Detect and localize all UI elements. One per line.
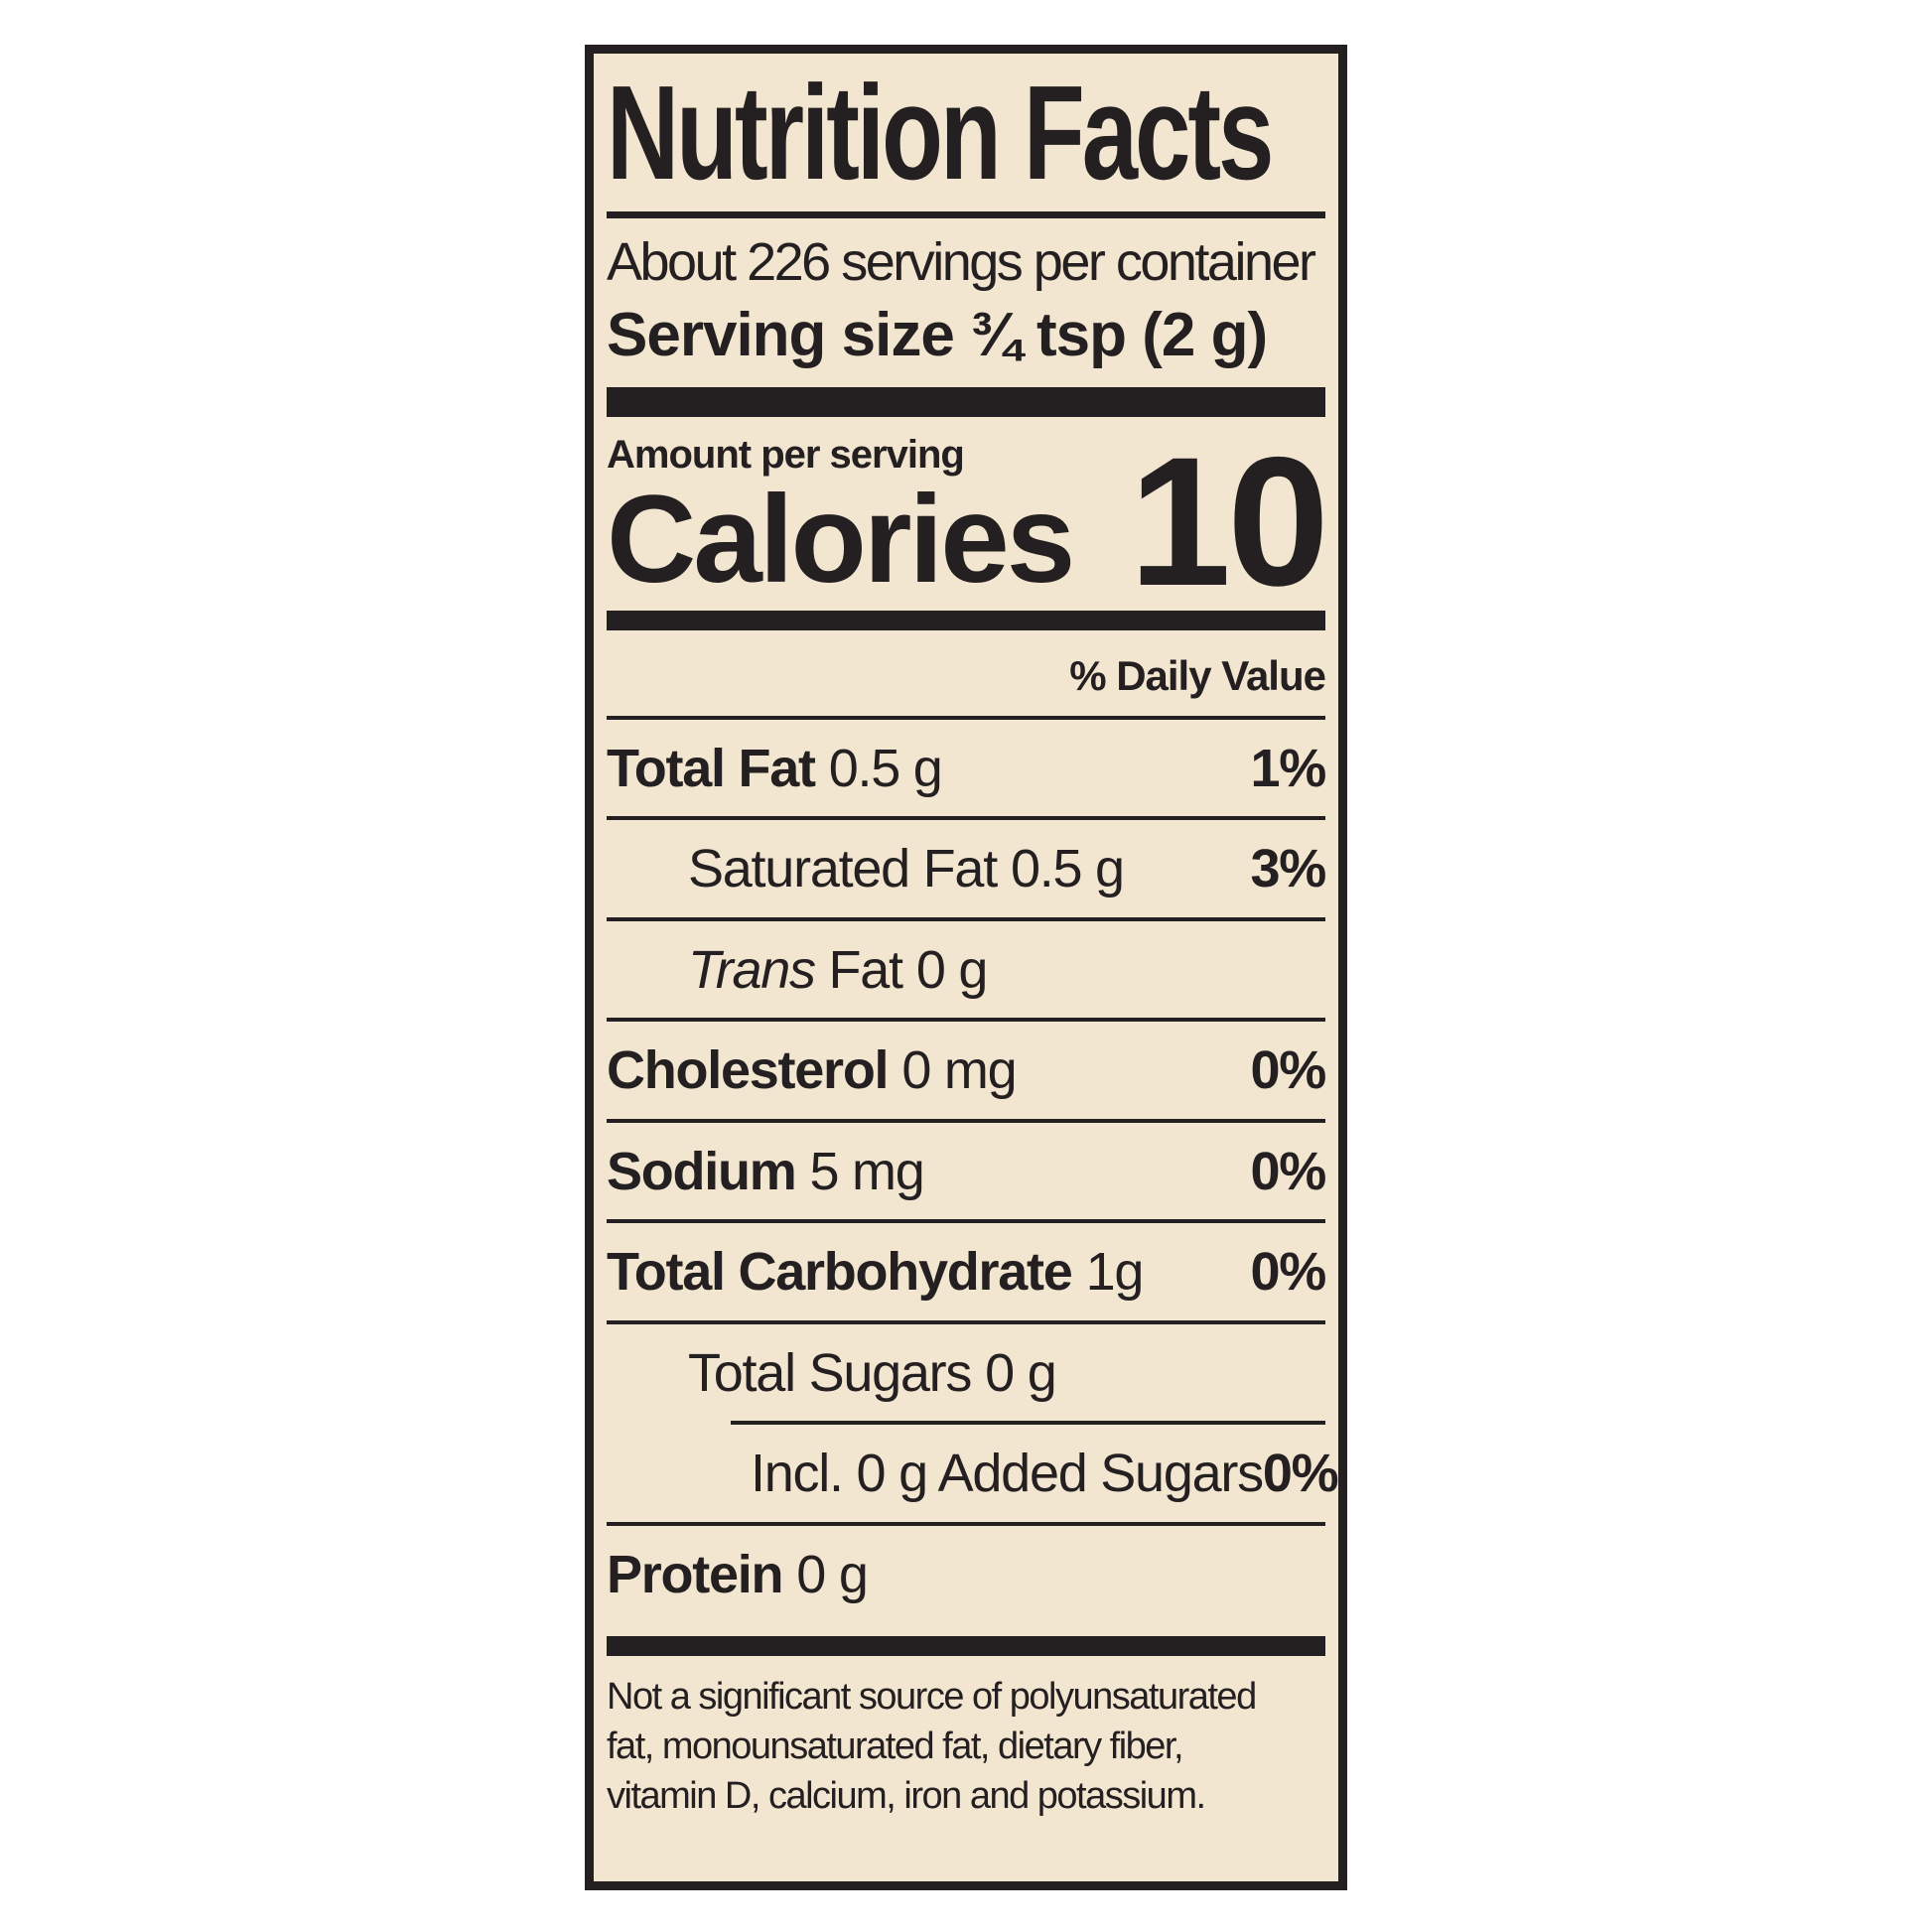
row-divider (607, 1219, 1325, 1224)
nutrient-name: Saturated Fat (688, 839, 998, 899)
nutrient-daily-value: 0% (1250, 1141, 1326, 1201)
nutrient-row: Sodium 5 mg 0% (607, 1123, 1326, 1219)
thick-section-divider (607, 386, 1325, 417)
nutrient-name-italic: Trans (688, 939, 816, 1000)
calories-left-column: Amount per serving Calories (607, 432, 1075, 609)
nutrient-row: Cholesterol 0 mg 0% (607, 1022, 1326, 1118)
calories-section: Amount per serving Calories 10 (607, 420, 1329, 625)
calories-value: 10 (1129, 420, 1329, 625)
nutrient-amount: 5 mg (809, 1141, 925, 1201)
title-divider (607, 211, 1325, 218)
row-divider (607, 1319, 1325, 1324)
nutrient-name: Cholesterol (607, 1040, 890, 1101)
nutrient-row: Saturated Fat 0.5 g 3% (607, 820, 1326, 916)
nutrient-name: Total Sugars (688, 1342, 972, 1403)
nutrient-row: Incl. 0 g Added Sugars 0% (607, 1425, 1339, 1521)
nutrient-amount: 0 g (915, 939, 989, 1000)
nutrient-amount: 0.5 g (828, 738, 943, 798)
servings-per-container: About 226 servings per container (607, 232, 1316, 292)
calories-label: Calories (607, 470, 1075, 609)
nutrient-daily-value: 0% (1250, 1040, 1326, 1101)
footnote-divider (607, 1635, 1325, 1656)
nutrient-daily-value: 0% (1250, 1242, 1326, 1303)
footnote-line: fat, monounsaturated fat, dietary fiber, (607, 1725, 1184, 1768)
nutrient-name: Protein (607, 1544, 784, 1604)
nutrition-facts-label: Nutrition Facts About 226 servings per c… (585, 45, 1347, 1890)
nutrient-row: Trans Fat 0 g (607, 921, 1325, 1018)
amount-per-serving-label: Amount per serving (607, 432, 965, 477)
row-divider (731, 1421, 1325, 1426)
daily-value-divider (607, 715, 1325, 720)
nutrient-row: Total Fat 0.5 g 1% (607, 720, 1326, 816)
nutrient-amount: 0.5 g (1010, 839, 1125, 899)
nutrient-name: Trans Fat (688, 939, 903, 1000)
nutrient-amount: 0 g (985, 1342, 1057, 1403)
footnote-line: vitamin D, calcium, iron and potassium. (607, 1775, 1206, 1818)
nutrient-daily-value: 3% (1250, 839, 1326, 899)
nutrient-row: Protein 0 g (607, 1526, 1325, 1622)
nutrient-rows: Total Fat 0.5 g 1% Saturated Fat 0.5 g 3% Tran… (607, 720, 1339, 1622)
nutrient-amount: 1g (1085, 1242, 1145, 1303)
nutrient-name: Incl. 0 g Added Sugars (751, 1444, 1264, 1504)
row-divider (607, 1018, 1325, 1023)
nutrient-amount: 0 g (796, 1544, 869, 1604)
row-divider (607, 1521, 1325, 1526)
nutrient-row: Total Carbohydrate 1g 0% (607, 1223, 1326, 1319)
nutrient-name: Total Fat (607, 738, 816, 798)
nutrient-row: Total Sugars 0 g (607, 1324, 1325, 1421)
nutrient-amount: 0 mg (901, 1040, 1017, 1101)
row-divider (607, 1118, 1325, 1123)
footnote-line: Not a significant source of polyunsatura… (607, 1675, 1257, 1718)
nutrient-name: Sodium (607, 1141, 797, 1201)
daily-value-header: % Daily Value (1069, 651, 1326, 699)
row-divider (607, 816, 1325, 821)
nutrient-daily-value: 0% (1262, 1444, 1339, 1504)
nutrient-daily-value: 1% (1250, 738, 1326, 798)
row-divider (607, 916, 1325, 921)
serving-size: Serving size ¾ tsp (2 g) (607, 301, 1268, 370)
label-title: Nutrition Facts (607, 58, 1274, 207)
footnote-text: Not a significant source of polyunsatura… (607, 1672, 1325, 1821)
nutrient-name: Total Carbohydrate (607, 1242, 1073, 1303)
calories-divider (607, 610, 1325, 630)
